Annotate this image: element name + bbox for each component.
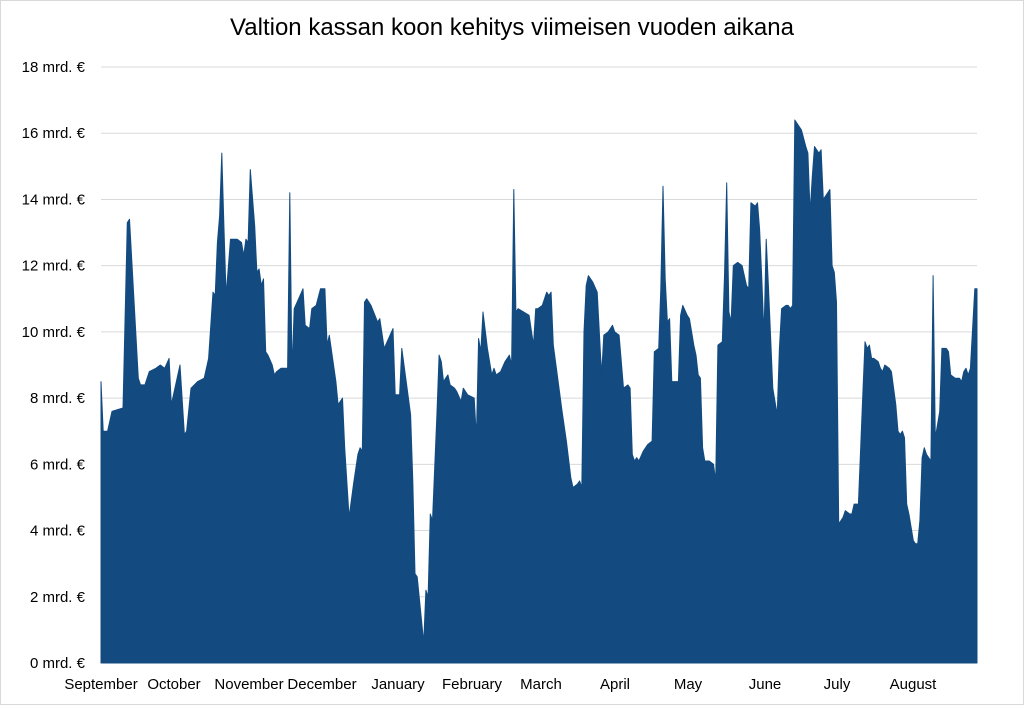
x-axis-ticks: September October November December January F…	[64, 676, 937, 693]
x-tick-label: April	[600, 676, 630, 693]
series-layer	[100, 119, 978, 664]
y-tick-label: 12 mrd. €	[22, 258, 86, 275]
y-tick-label: 16 mrd. €	[22, 125, 86, 142]
y-tick-label: 4 mrd. €	[30, 523, 86, 540]
x-tick-label: December	[287, 676, 356, 693]
x-tick-label: November	[214, 676, 283, 693]
x-tick-label: January	[371, 676, 425, 693]
y-tick-label: 0 mrd. €	[30, 655, 86, 672]
y-tick-label: 18 mrd. €	[22, 59, 86, 76]
y-axis-ticks: 0 mrd. € 2 mrd. € 4 mrd. € 6 mrd. € 8 mrd. €…	[22, 59, 86, 672]
x-tick-label: October	[147, 676, 200, 693]
x-tick-label: September	[64, 676, 137, 693]
x-tick-label: August	[890, 676, 938, 693]
x-tick-label: July	[824, 676, 851, 693]
x-tick-label: March	[520, 676, 562, 693]
y-tick-label: 6 mrd. €	[30, 456, 86, 473]
chart-title: Valtion kassan koon kehitys viimeisen vu…	[230, 14, 794, 41]
y-tick-label: 8 mrd. €	[30, 390, 86, 407]
y-tick-label: 2 mrd. €	[30, 589, 86, 606]
x-tick-label: February	[442, 676, 503, 693]
x-tick-label: May	[674, 676, 703, 693]
y-tick-label: 14 mrd. €	[22, 191, 86, 208]
series-area	[100, 119, 978, 664]
y-tick-label: 10 mrd. €	[22, 324, 86, 341]
x-tick-label: June	[749, 676, 782, 693]
